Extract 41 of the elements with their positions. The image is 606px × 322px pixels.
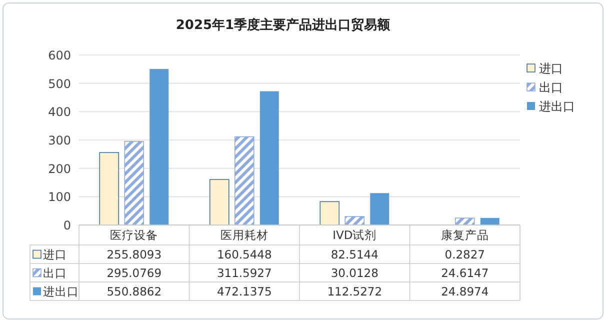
x-tick-label: 康复产品 [440, 228, 489, 242]
bar [99, 152, 120, 226]
data-label: 311.5927 [216, 266, 272, 280]
data-label: 255.8093 [106, 247, 162, 262]
bar [150, 68, 169, 225]
data-label: 30.0128 [330, 266, 378, 280]
legend-label: 出口 [43, 266, 67, 280]
bar [344, 216, 365, 226]
chart-title: 2025年1季度主要产品进出口贸易额 [176, 17, 392, 33]
data-label: 24.8974 [441, 284, 489, 298]
data-label: 112.5272 [327, 284, 382, 298]
data-label: 472.1375 [216, 284, 272, 298]
legend-label: 进出口 [539, 100, 575, 114]
y-tick-label: 200 [48, 162, 71, 176]
data-label: 550.8862 [106, 284, 162, 298]
bar [480, 218, 500, 225]
bar [234, 136, 254, 226]
y-tick-label: 100 [48, 190, 71, 204]
text: 进口 [539, 62, 563, 76]
bar [209, 179, 230, 226]
data-label: 82.5144 [330, 247, 378, 262]
y-tick-label: 0 [63, 218, 71, 232]
data-label: 0.2827 [444, 247, 485, 262]
bar [370, 193, 390, 225]
bar [454, 218, 475, 226]
bar [260, 91, 279, 225]
y-tick-label: 400 [48, 105, 71, 120]
bar [124, 140, 144, 226]
data-label: 160.5448 [216, 247, 272, 262]
x-tick-label: IVD试剂 [332, 228, 377, 242]
x-tick-label: 医疗设备 [110, 228, 158, 242]
y-tick-label: 600 [48, 48, 71, 62]
y-tick-label: 500 [48, 76, 71, 91]
data-label: 24.6147 [441, 266, 489, 280]
text: 出口 [539, 80, 563, 94]
y-tick-label: 300 [48, 134, 71, 148]
text: 进出口 [43, 284, 79, 298]
bar [320, 201, 340, 226]
data-label: 295.0769 [106, 266, 162, 280]
x-tick-label: 医用耗材 [220, 228, 268, 242]
legend-label: 进口 [43, 247, 67, 262]
